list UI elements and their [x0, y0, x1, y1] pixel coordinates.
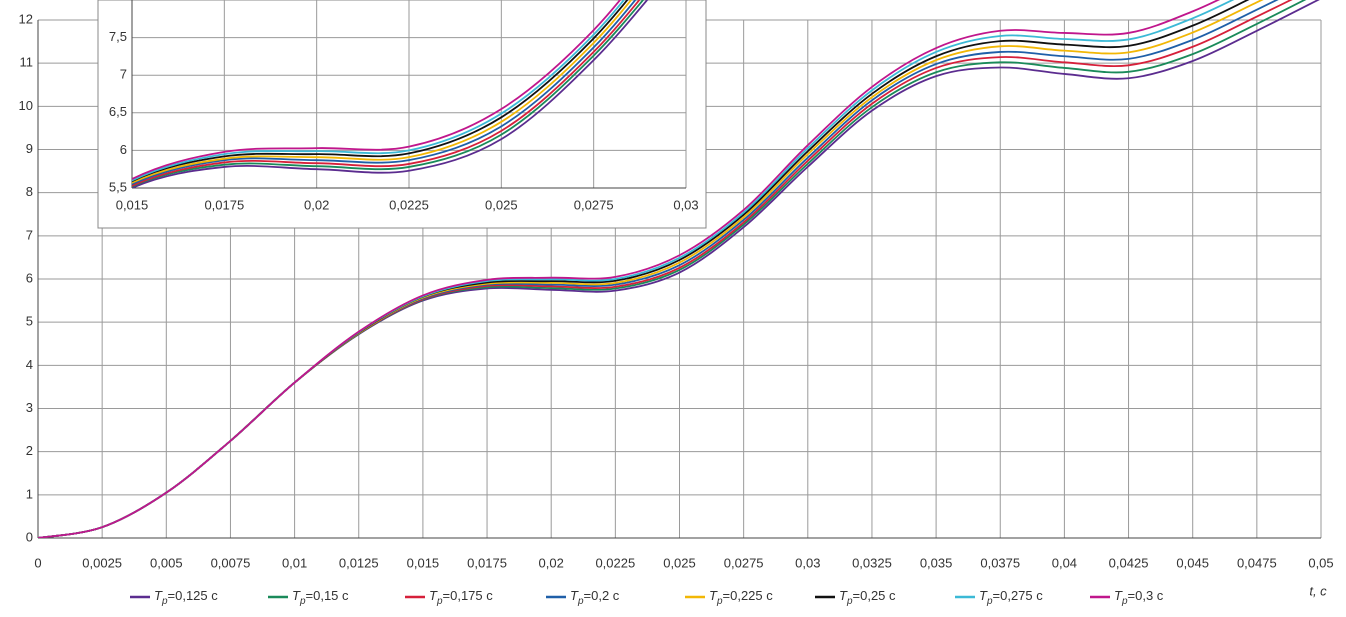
- series-line: [132, 0, 649, 188]
- x-tick-label: 0,035: [920, 555, 953, 570]
- y-tick-label: 2: [26, 443, 33, 458]
- x-tick-label: 0,0425: [1109, 555, 1149, 570]
- x-tick-label: 0,0375: [980, 555, 1020, 570]
- y-tick-label: 12: [19, 11, 33, 26]
- x-tick-label: 0,0125: [339, 555, 379, 570]
- x-tick-label: 0,0475: [1237, 555, 1277, 570]
- legend-label: Tp=0,275 c: [979, 588, 1043, 606]
- legend-label: Tp=0,25 c: [839, 588, 896, 606]
- legend-label: Tp=0,125 c: [154, 588, 218, 606]
- x-tick-label: 0,015: [116, 197, 149, 212]
- x-tick-label: 0,005: [150, 555, 183, 570]
- x-tick-label: 0: [34, 555, 41, 570]
- y-tick-label: 6,5: [109, 104, 127, 119]
- x-tick-label: 0,0175: [204, 197, 244, 212]
- x-tick-label: 0,025: [485, 197, 518, 212]
- x-tick-label: 0,0025: [82, 555, 122, 570]
- y-tick-label: 9: [26, 141, 33, 156]
- series-line: [132, 0, 629, 183]
- x-tick-label: 0,0175: [467, 555, 507, 570]
- legend-label: Tp=0,2 c: [570, 588, 620, 606]
- series-line: [132, 0, 625, 182]
- y-tick-label: 11: [20, 55, 34, 70]
- legend: Tp=0,125 c Tp=0,15 c Tp=0,175 c Tp=0,2 c Tp=…: [130, 588, 1164, 607]
- x-tick-label: 0,02: [304, 197, 329, 212]
- y-tick-label: 7,5: [109, 29, 127, 44]
- x-axis-label: t, c: [1309, 583, 1327, 598]
- series-line: [132, 0, 641, 187]
- y-tick-label: 1: [26, 486, 33, 501]
- y-tick-label: 0: [26, 529, 33, 544]
- series-line: [132, 0, 637, 186]
- x-tick-label: 0,0075: [211, 555, 251, 570]
- legend-label: Tp=0,175 c: [429, 588, 493, 606]
- x-tick-label: 0,02: [539, 555, 564, 570]
- y-tick-label: 8: [26, 184, 33, 199]
- x-tick-label: 0,045: [1176, 555, 1209, 570]
- y-tick-label: 4: [26, 357, 33, 372]
- y-tick-label: 3: [26, 400, 33, 415]
- y-tick-label: 10: [19, 98, 33, 113]
- y-tick-label: 7: [26, 227, 33, 242]
- x-tick-label: 0,05: [1308, 555, 1333, 570]
- x-tick-label: 0,0275: [724, 555, 764, 570]
- main-lines: [38, 0, 1320, 538]
- y-tick-label: 6: [26, 270, 33, 285]
- series-line: [132, 0, 633, 184]
- x-tick-label: 0,04: [1052, 555, 1077, 570]
- x-tick-label: 0,0325: [852, 555, 892, 570]
- x-tick-label: 0,025: [663, 555, 696, 570]
- x-tick-label: 0,0225: [389, 197, 429, 212]
- y-tick-label: 5,5: [109, 179, 127, 194]
- inset: 0,015 0,0175 0,02 0,0225 0,025 0,0275 0,03 5,5 6…: [97, 0, 707, 229]
- series-line: [132, 0, 622, 180]
- y-tick-label: 7: [120, 67, 127, 82]
- legend-label: Tp=0,225 c: [709, 588, 773, 606]
- series-line: [38, 0, 1221, 538]
- inset-lines: [132, 0, 649, 188]
- x-tick-label: 0,0275: [574, 197, 614, 212]
- series-line: [132, 0, 645, 188]
- x-tick-label: 0,03: [673, 197, 698, 212]
- x-tick-label: 0,0225: [595, 555, 635, 570]
- y-tick-label: 5: [26, 314, 33, 329]
- x-tick-label: 0,01: [282, 555, 307, 570]
- legend-label: Tp=0,15 c: [292, 588, 349, 606]
- x-tick-label: 0,015: [407, 555, 440, 570]
- legend-label: Tp=0,3 c: [1114, 588, 1164, 606]
- y-tick-label: 6: [120, 142, 127, 157]
- x-tick-label: 0,03: [795, 555, 820, 570]
